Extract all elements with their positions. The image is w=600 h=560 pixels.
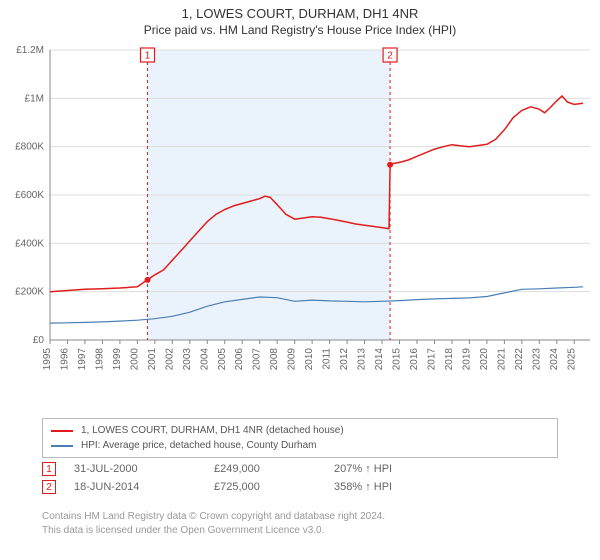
svg-text:2019: 2019	[461, 348, 472, 371]
footer-attribution: Contains HM Land Registry data © Crown c…	[42, 510, 558, 538]
svg-text:2001: 2001	[147, 348, 158, 371]
svg-text:2015: 2015	[392, 348, 403, 371]
svg-text:2004: 2004	[199, 348, 210, 371]
svg-text:2016: 2016	[409, 348, 420, 371]
svg-text:2014: 2014	[374, 348, 385, 371]
svg-text:2011: 2011	[322, 348, 333, 370]
event-row: 1 31-JUL-2000 £249,000 207% ↑ HPI	[42, 462, 558, 476]
svg-text:£800K: £800K	[15, 142, 44, 153]
chart-svg: £0 £200K £400K £600K £800K £1M £1.2M 1995 1996 19…	[0, 40, 600, 410]
svg-text:2022: 2022	[514, 348, 525, 371]
svg-text:£200K: £200K	[15, 287, 44, 298]
event-date: 31-JUL-2000	[74, 463, 214, 475]
event-hpi: 358% ↑ HPI	[334, 481, 454, 493]
event-date: 18-JUN-2014	[74, 481, 214, 493]
svg-text:£0: £0	[33, 335, 45, 346]
legend-swatch-1	[51, 445, 73, 447]
svg-text:2021: 2021	[496, 348, 507, 371]
svg-text:£1M: £1M	[25, 93, 44, 104]
legend-row: 1, LOWES COURT, DURHAM, DH1 4NR (detache…	[51, 423, 549, 438]
svg-text:2005: 2005	[217, 348, 228, 371]
svg-text:2000: 2000	[129, 348, 140, 371]
chart-subtitle: Price paid vs. HM Land Registry's House …	[0, 21, 600, 41]
svg-text:1997: 1997	[77, 348, 88, 371]
svg-text:2007: 2007	[252, 348, 263, 371]
svg-text:£1.2M: £1.2M	[16, 45, 44, 56]
svg-text:2017: 2017	[426, 348, 437, 371]
svg-text:1: 1	[145, 51, 151, 62]
event-hpi: 207% ↑ HPI	[334, 463, 454, 475]
svg-text:2008: 2008	[269, 348, 280, 371]
event-row: 2 18-JUN-2014 £725,000 358% ↑ HPI	[42, 480, 558, 494]
event-marker-icon: 1	[42, 462, 56, 476]
events-table: 1 31-JUL-2000 £249,000 207% ↑ HPI 2 18-J…	[42, 462, 558, 498]
svg-text:2024: 2024	[549, 348, 560, 371]
legend-label-1: HPI: Average price, detached house, Coun…	[81, 438, 317, 453]
chart-title: 1, LOWES COURT, DURHAM, DH1 4NR	[0, 0, 600, 21]
svg-text:2025: 2025	[566, 348, 577, 371]
legend-label-0: 1, LOWES COURT, DURHAM, DH1 4NR (detache…	[81, 423, 344, 438]
event-price: £249,000	[214, 463, 334, 475]
footer-line-2: This data is licensed under the Open Gov…	[42, 524, 558, 538]
svg-text:2013: 2013	[357, 348, 368, 371]
footer-line-1: Contains HM Land Registry data © Crown c…	[42, 510, 558, 524]
svg-text:£600K: £600K	[15, 190, 44, 201]
event-price: £725,000	[214, 481, 334, 493]
svg-text:2006: 2006	[234, 348, 245, 371]
svg-text:1999: 1999	[112, 348, 123, 371]
svg-text:2010: 2010	[304, 348, 315, 371]
svg-text:1998: 1998	[94, 348, 105, 371]
event-marker-icon: 2	[42, 480, 56, 494]
chart-area: £0 £200K £400K £600K £800K £1M £1.2M 1995 1996 19…	[0, 40, 600, 410]
svg-text:2009: 2009	[287, 348, 298, 371]
svg-text:£400K: £400K	[15, 238, 44, 249]
legend-swatch-0	[51, 430, 73, 432]
svg-text:2020: 2020	[479, 348, 490, 371]
svg-text:1996: 1996	[59, 348, 70, 371]
svg-text:2003: 2003	[182, 348, 193, 371]
svg-text:2002: 2002	[164, 348, 175, 371]
svg-text:2023: 2023	[531, 348, 542, 371]
svg-text:2: 2	[387, 51, 393, 62]
svg-text:2012: 2012	[339, 348, 350, 371]
svg-text:1995: 1995	[42, 348, 53, 371]
legend-row: HPI: Average price, detached house, Coun…	[51, 438, 549, 453]
legend-box: 1, LOWES COURT, DURHAM, DH1 4NR (detache…	[42, 418, 558, 458]
svg-text:2018: 2018	[444, 348, 455, 371]
